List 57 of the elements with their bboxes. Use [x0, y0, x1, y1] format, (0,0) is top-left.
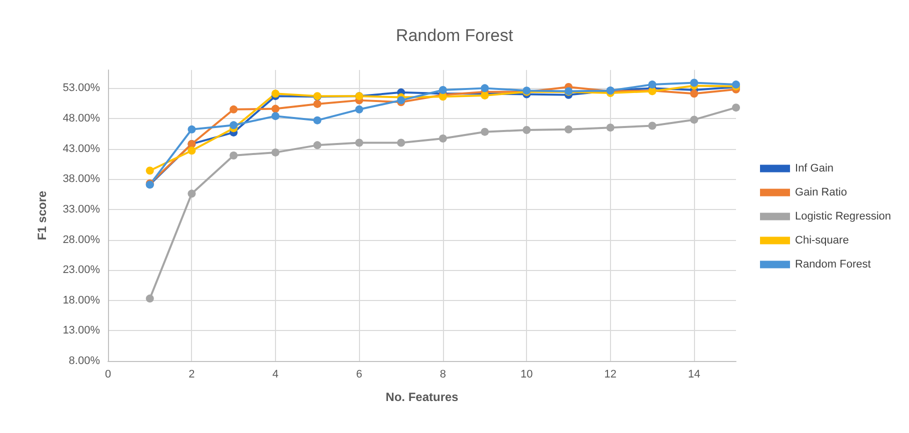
point [480, 84, 489, 92]
point [146, 294, 154, 303]
legend-label: Inf Gain [795, 162, 834, 174]
x-tick-label: 6 [356, 368, 362, 380]
y-tick-label: 43.00% [62, 142, 100, 155]
legend-label: Random Forest [795, 258, 871, 270]
point [188, 125, 196, 134]
y-tick-label: 28.00% [62, 234, 100, 246]
point [690, 78, 698, 87]
point [230, 151, 238, 160]
legend-label: Logistic Regression [795, 210, 892, 222]
point [313, 100, 322, 108]
point [438, 134, 447, 143]
point [230, 121, 238, 130]
point [397, 138, 406, 147]
y-tick-label: 33.00% [62, 203, 100, 216]
point [606, 124, 614, 132]
x-tick-label: 14 [688, 368, 700, 380]
point [690, 116, 698, 124]
point [271, 148, 280, 156]
y-tick-label: 23.00% [62, 264, 100, 276]
point [271, 104, 280, 113]
y-tick-label: 18.00% [62, 294, 100, 306]
legend-label: Chi-square [795, 234, 849, 246]
y-tick-label: 48.00% [62, 112, 100, 124]
point [438, 86, 447, 94]
point [355, 105, 364, 114]
point [188, 146, 196, 155]
point [480, 128, 489, 136]
point [648, 122, 656, 130]
chart-title: Random Forest [396, 26, 514, 45]
point [271, 90, 280, 98]
y-tick-label: 8.00% [68, 355, 100, 367]
x-tick-label: 10 [520, 368, 533, 380]
point [230, 105, 238, 114]
point [732, 104, 740, 112]
point [564, 125, 573, 134]
point [355, 138, 364, 147]
y-axis-title: F1 score [35, 190, 49, 240]
point [690, 90, 698, 98]
point [313, 141, 322, 150]
y-tick-label: 13.00% [62, 324, 100, 337]
point [522, 126, 531, 134]
x-tick-label: 2 [188, 368, 195, 380]
x-tick-label: 0 [104, 368, 112, 380]
point [313, 116, 322, 124]
x-tick-label: 8 [440, 368, 446, 380]
x-tick-label: 12 [604, 368, 617, 380]
x-tick-label: 4 [272, 368, 279, 380]
point [188, 190, 196, 198]
x-axis-title: No. Features [386, 390, 459, 404]
point [648, 80, 656, 89]
legend-label: Gain Ratio [795, 186, 847, 198]
y-tick-label: 38.00% [62, 173, 100, 186]
y-tick-label: 53.00% [62, 82, 100, 94]
point [271, 112, 280, 120]
point [146, 166, 154, 175]
